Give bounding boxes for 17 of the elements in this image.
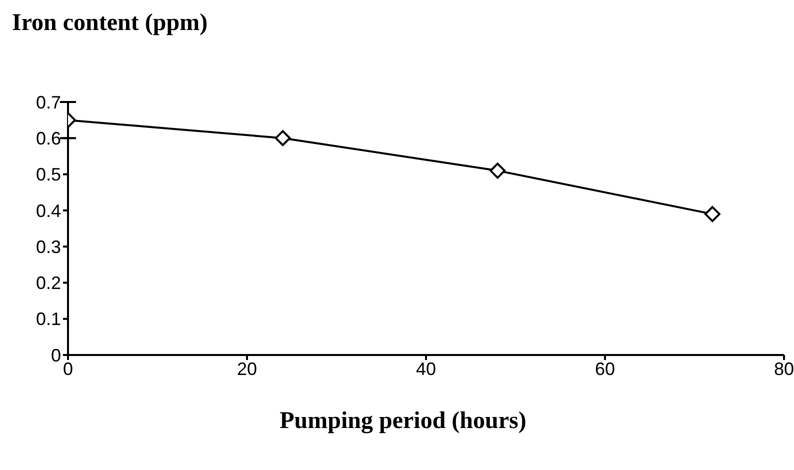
y-tick-label: 0.3	[36, 236, 61, 257]
y-tick-label: 0	[50, 345, 61, 366]
y-tick-label: 0.2	[36, 273, 61, 294]
y-axis-title: Iron content (ppm)	[12, 10, 208, 37]
point	[704, 206, 720, 222]
y-tick-label: 0.1	[36, 309, 61, 330]
x-tick-label: 0	[62, 358, 74, 379]
x-tick-label: 60	[594, 358, 616, 379]
y-tick-label: 0.6	[36, 128, 61, 149]
x-axis-title: Pumping period (hours)	[278, 408, 528, 435]
y-tick-label: 0.5	[36, 164, 61, 185]
x-tick-label: 20	[236, 358, 258, 379]
y-tick-label: 0.7	[36, 92, 61, 112]
x-tick-label: 40	[416, 358, 436, 379]
x-tick-label: 80	[774, 358, 794, 379]
y-tick-label: 0.4	[36, 200, 61, 221]
point	[490, 162, 506, 179]
